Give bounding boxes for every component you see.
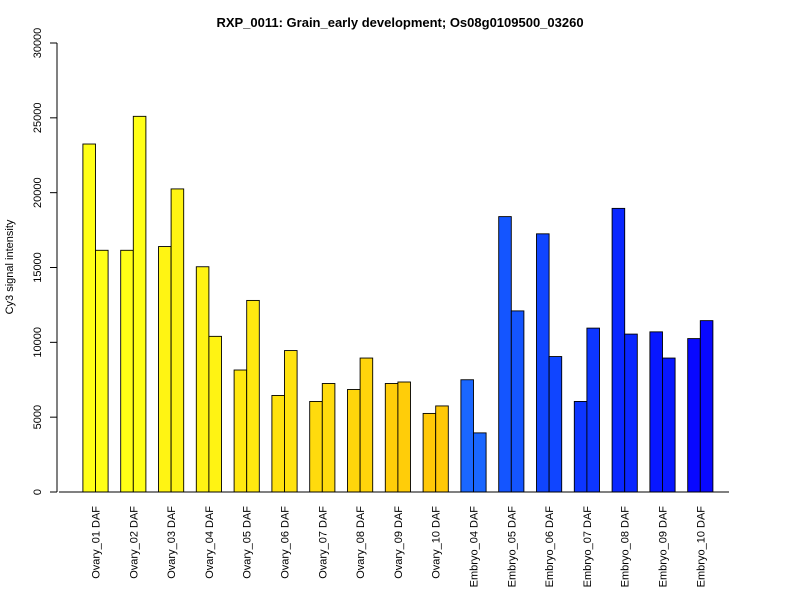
bar-6-1 xyxy=(271,395,285,493)
bar-17-1 xyxy=(687,338,701,493)
bar-1-1 xyxy=(82,143,96,493)
bar-1-2 xyxy=(95,249,109,493)
bar-13-2 xyxy=(548,356,563,493)
x-tick-label: Embryo_07 DAF xyxy=(582,506,594,588)
x-tick-label: Embryo_08 DAF xyxy=(620,506,632,588)
y-tick-label: 20000 xyxy=(32,177,44,208)
x-tick-label: Ovary_07 DAF xyxy=(317,506,329,579)
bar-4-1 xyxy=(195,266,210,493)
y-tick-label: 10000 xyxy=(32,327,44,358)
x-tick-label: Ovary_06 DAF xyxy=(280,506,292,579)
x-tick-label: Embryo_06 DAF xyxy=(544,506,556,588)
x-tick-label: Ovary_09 DAF xyxy=(393,506,405,579)
bars-group xyxy=(82,115,714,493)
y-tick-label: 30000 xyxy=(32,28,44,59)
bar-16-1 xyxy=(649,331,663,493)
x-tick-label: Embryo_10 DAF xyxy=(695,506,707,588)
x-tick-label: Ovary_04 DAF xyxy=(204,506,216,579)
bar-8-1 xyxy=(347,389,361,493)
bar-6-2 xyxy=(284,350,298,493)
bar-2-1 xyxy=(120,249,134,493)
bar-7-1 xyxy=(309,401,323,493)
x-tick-label: Ovary_03 DAF xyxy=(166,506,178,579)
bar-8-2 xyxy=(359,357,374,493)
y-tick-label: 25000 xyxy=(32,103,44,134)
y-tick-label: 0 xyxy=(32,489,44,495)
x-tick-label: Ovary_08 DAF xyxy=(355,506,367,579)
bar-5-1 xyxy=(233,369,248,493)
x-axis: Ovary_01 DAF Ovary_02 DAF Ovary_03 DAF Ovar… xyxy=(59,491,729,588)
y-tick-label: 15000 xyxy=(32,252,44,283)
x-tick-label: Embryo_04 DAF xyxy=(469,506,481,588)
bar-15-2 xyxy=(624,333,638,493)
bar-3-1 xyxy=(158,246,172,493)
bar-10-1 xyxy=(422,412,437,493)
bar-9-1 xyxy=(384,383,399,493)
bar-10-2 xyxy=(435,405,449,493)
bar-5-2 xyxy=(246,299,260,493)
bar-14-2 xyxy=(586,327,600,493)
bar-2-2 xyxy=(132,115,147,493)
bar-15-1 xyxy=(611,207,626,493)
bar-3-2 xyxy=(170,188,185,493)
x-tick-label: Ovary_05 DAF xyxy=(242,506,254,579)
chart-title: RXP_0011: Grain_early development; Os08g… xyxy=(216,15,583,30)
bar-12-1 xyxy=(498,216,512,493)
x-tick-label: Ovary_10 DAF xyxy=(431,506,443,579)
y-axis-label: Cy3 signal intensity xyxy=(4,219,16,314)
x-tick-label: Embryo_05 DAF xyxy=(506,506,518,588)
bar-4-2 xyxy=(208,335,222,493)
y-tick-label: 5000 xyxy=(32,405,44,429)
y-axis: 0 5000 10000 15000 20000 25000 30000 xyxy=(32,28,58,495)
bar-16-2 xyxy=(662,357,676,493)
bar-7-2 xyxy=(321,383,336,493)
bar-11-2 xyxy=(473,432,487,493)
x-tick-label: Embryo_09 DAF xyxy=(658,506,670,588)
x-tick-label: Ovary_01 DAF xyxy=(91,506,103,579)
bar-11-1 xyxy=(460,379,474,493)
bar-17-2 xyxy=(699,320,714,493)
bar-12-2 xyxy=(510,310,525,493)
bar-9-2 xyxy=(397,381,411,493)
x-tick-label: Ovary_02 DAF xyxy=(128,506,140,579)
bar-14-1 xyxy=(573,401,588,493)
bar-13-1 xyxy=(536,233,550,493)
